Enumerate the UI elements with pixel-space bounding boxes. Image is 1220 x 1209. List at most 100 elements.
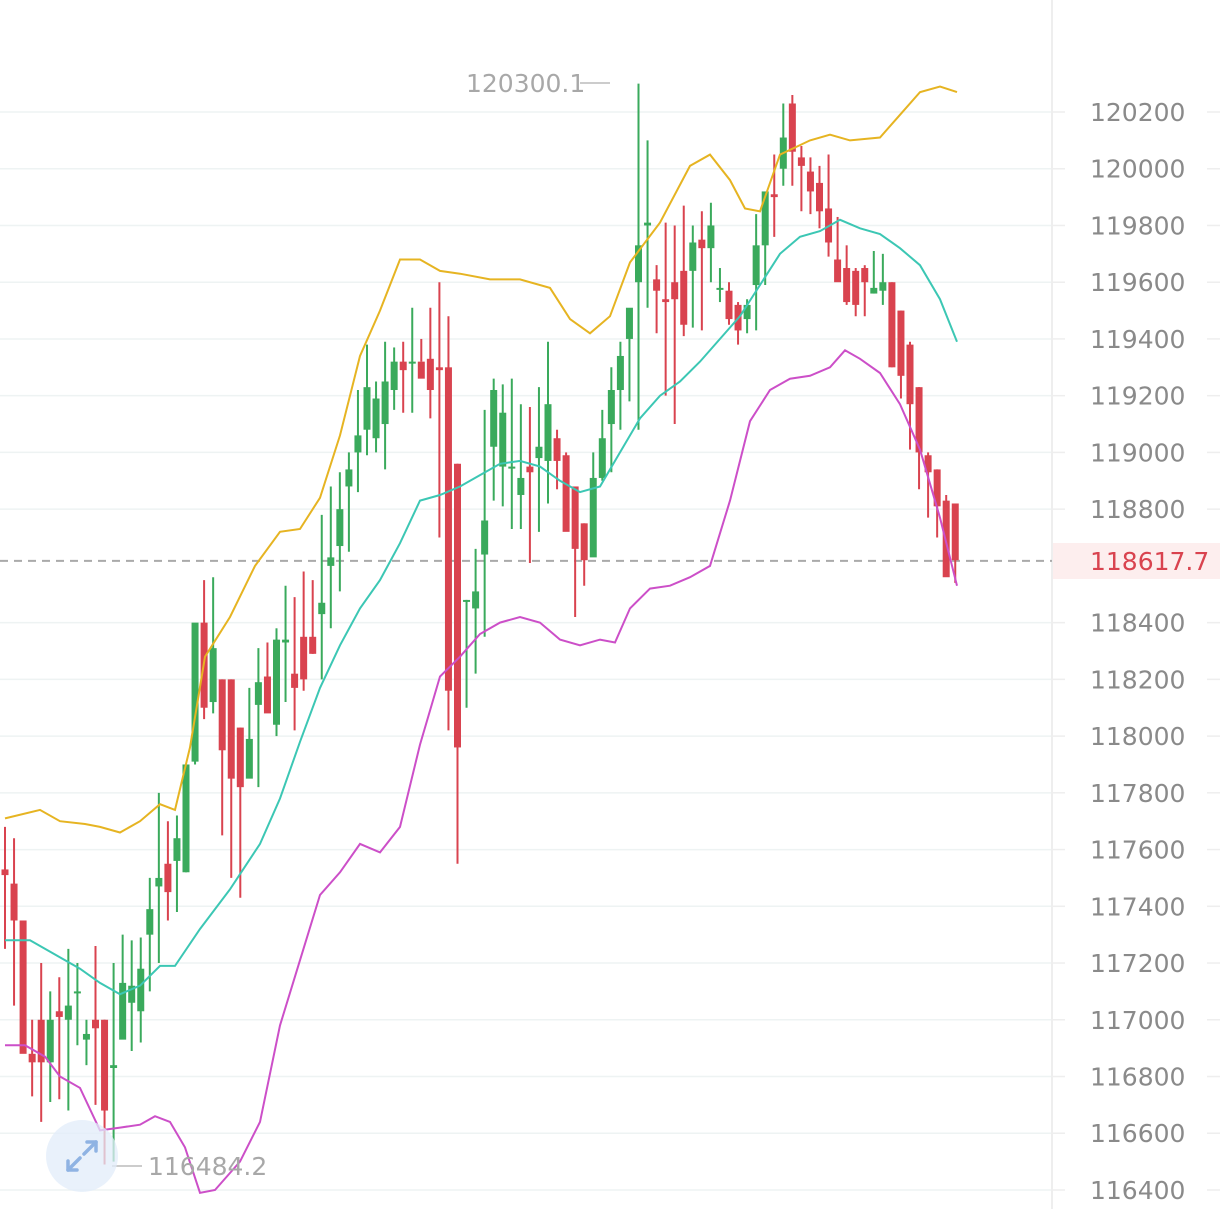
candle [263,676,271,714]
candle [571,486,579,549]
candle [951,503,959,561]
candle [897,310,905,376]
middle-band-line [5,218,958,996]
candle [752,245,760,286]
candle [852,270,860,305]
candle [64,1005,72,1020]
candle [526,466,534,473]
max-price-marker: 120300.1 [466,69,610,98]
candle [128,985,136,1003]
candle [580,523,588,561]
upper-band-line [4,85,958,834]
candle [797,157,805,166]
candle [363,387,371,430]
candle [227,679,235,779]
candle [870,287,878,294]
candle [689,242,697,271]
y-tick-label: 118000 [1090,722,1185,751]
y-tick-label: 117600 [1090,836,1185,865]
candle [616,355,624,391]
candle [55,1011,63,1017]
candle [137,968,145,1012]
candle [472,591,480,609]
y-tick-label: 119000 [1090,438,1185,467]
candle [806,171,814,192]
candle [879,282,887,291]
y-tick-label: 117800 [1090,779,1185,808]
candle [119,982,127,1040]
y-tick-label: 118400 [1090,609,1185,638]
candle [309,636,317,654]
candle [291,673,299,688]
last-price-highlight [1053,543,1220,579]
candle [680,270,688,325]
candle [417,361,425,379]
candle [743,304,751,320]
y-tick-label: 120200 [1090,98,1185,127]
candle [1,869,9,876]
candle [37,1019,45,1063]
y-tick-label: 118200 [1090,665,1185,694]
candle [635,245,642,283]
min-price-marker: 116484.2 [112,1152,267,1181]
y-tick-label: 117200 [1090,949,1185,978]
candle [399,361,407,371]
candle [653,279,661,291]
candle [73,991,81,994]
candle [254,682,262,705]
candle [318,602,326,615]
candle [426,358,434,391]
y-tick-label: 119400 [1090,325,1185,354]
candle [173,838,181,861]
candle [725,290,733,320]
y-tick-label: 118800 [1090,495,1185,524]
candle [182,764,190,873]
min-price-label: 116484.2 [148,1152,267,1181]
lower-band-line [5,349,958,1194]
candle [644,222,652,226]
candle [273,639,280,725]
candle [598,438,606,478]
candle [707,225,715,249]
candle [535,446,543,459]
candle [861,268,869,283]
candles [1,83,959,1165]
candle [788,103,796,152]
y-tick-label: 117400 [1090,892,1185,921]
candle [146,909,154,935]
candle [155,877,163,887]
candle [19,920,27,1054]
expand-arrows-icon [66,1140,98,1172]
candle [499,412,507,467]
candle [372,398,380,439]
candle [490,390,498,447]
candle [553,438,561,461]
price-axis: 120200 120000 119800 119600 119400 119200 1190… [1090,98,1185,1205]
candle [589,477,597,558]
candle [888,282,896,368]
candle [933,469,941,507]
y-tick-label: 116600 [1090,1119,1185,1148]
candle [101,1019,109,1111]
candle [698,239,706,249]
candle [218,679,226,751]
expand-chart-button[interactable] [46,1120,118,1192]
candle [282,639,290,643]
candle [381,381,389,425]
candle [46,1019,54,1063]
candle [843,268,851,303]
candle [607,390,615,425]
candle [345,469,353,487]
candle [834,259,842,283]
candle [671,282,679,300]
candle [625,307,633,339]
y-tick-label: 119200 [1090,382,1185,411]
candle [10,883,18,921]
max-price-label: 120300.1 [466,69,585,98]
candle [924,455,932,473]
candle [906,344,914,405]
candle [408,361,416,364]
candle [517,477,525,495]
candle [716,287,724,290]
